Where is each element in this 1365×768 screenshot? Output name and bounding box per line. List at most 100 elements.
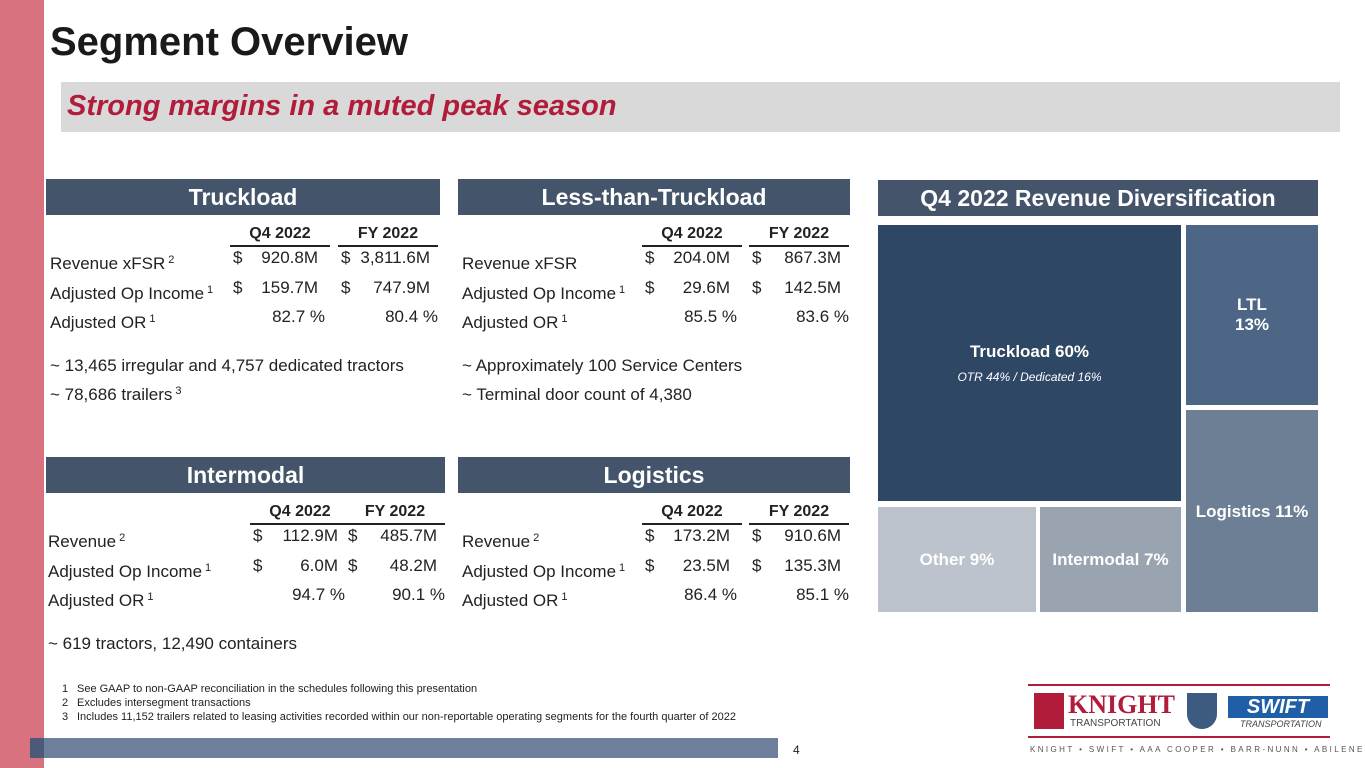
tile-sublabel: 13% [1234, 315, 1270, 334]
currency: $ [645, 556, 655, 575]
ratio: 82.7 % [272, 307, 325, 326]
amount: 867.3M [784, 248, 841, 267]
treemap-tile: Intermodal 7% [1040, 507, 1181, 612]
footnote-ref: 1 [561, 313, 568, 325]
subtitle: Strong margins in a muted peak season [67, 90, 617, 122]
bullet: ~ 13,465 irregular and 4,757 dedicated t… [50, 356, 404, 376]
bullet-text: ~ Terminal door count of 4,380 [462, 385, 692, 404]
footer-bar [30, 738, 778, 758]
footnote-ref: 1 [205, 562, 212, 574]
logo-rule [1028, 684, 1330, 686]
ratio: 94.7 % [292, 585, 345, 604]
column-header: Q4 2022 [230, 225, 330, 247]
logo-tagline: KNIGHT • SWIFT • AAA COOPER • BARR-NUNN … [1030, 745, 1365, 754]
currency: $ [752, 278, 762, 297]
segment-header: Truckload [46, 179, 440, 215]
ratio: 80.4 % [385, 307, 438, 326]
treemap-tile: Logistics 11% [1186, 410, 1318, 612]
page-number: 4 [793, 743, 800, 757]
column-header: Q4 2022 [642, 225, 742, 247]
row-label: Revenue 2 [48, 532, 125, 552]
bullet-text: ~ Approximately 100 Service Centers [462, 356, 743, 375]
bullet-text: ~ 78,686 trailers [50, 385, 173, 404]
currency: $ [752, 526, 762, 545]
footnote-ref: 1 [149, 313, 156, 325]
currency: $ [253, 526, 263, 545]
row-label-text: Adjusted OR [462, 591, 559, 610]
tile-label: Truckload 60% [969, 342, 1090, 361]
segment-header: Less-than-Truckload [458, 179, 850, 215]
footnote-number: 3 [62, 711, 69, 723]
row-label: Adjusted OR 1 [50, 313, 156, 333]
segment-header: Logistics [458, 457, 850, 493]
footer-bar-accent [30, 738, 44, 758]
treemap-tile: Other 9% [878, 507, 1036, 612]
amount: 204.0M [673, 248, 730, 267]
footnote-ref: 1 [619, 284, 626, 296]
footnote-ref: 2 [168, 254, 175, 266]
footnote-ref: 3 [175, 385, 182, 397]
treemap-tile: Truckload 60% OTR 44% / Dedicated 16% [878, 225, 1181, 501]
slide-title: Segment Overview [50, 20, 408, 64]
footnote-ref: 2 [533, 532, 540, 544]
amount: 112.9M [282, 526, 338, 545]
ratio: 86.4 % [684, 585, 737, 604]
currency: $ [752, 556, 762, 575]
amount: 485.7M [380, 526, 437, 545]
row-label-text: Revenue [462, 532, 531, 551]
logo-knight: KNIGHT [1068, 690, 1175, 719]
segment-header: Intermodal [46, 457, 445, 493]
tile-label: Other 9% [919, 549, 995, 569]
column-header: FY 2022 [345, 503, 445, 525]
row-label: Adjusted Op Income 1 [462, 562, 625, 582]
row-label-text: Revenue xFSR [462, 254, 578, 273]
row-label-text: Adjusted Op Income [462, 284, 617, 303]
bullet-text: ~ 619 tractors, 12,490 containers [48, 634, 298, 653]
currency: $ [752, 248, 762, 267]
subtitle-bar: Strong margins in a muted peak season [61, 82, 1340, 132]
logo-swift-sub: TRANSPORTATION [1240, 719, 1322, 729]
side-bar [0, 0, 44, 768]
currency: $ [348, 556, 358, 575]
row-label-text: Adjusted Op Income [48, 562, 203, 581]
currency: $ [645, 278, 655, 297]
row-label: Adjusted Op Income 1 [50, 284, 213, 304]
tile-sublabel: OTR 44% / Dedicated 16% [957, 370, 1102, 384]
ratio: 85.5 % [684, 307, 737, 326]
currency: $ [341, 278, 351, 297]
logo-rule [1028, 736, 1330, 738]
logo-swift: SWIFT [1228, 696, 1328, 718]
footnote-ref: 1 [561, 591, 568, 603]
row-label: Adjusted OR 1 [48, 591, 154, 611]
row-label: Revenue xFSR 2 [50, 254, 174, 274]
currency: $ [341, 248, 351, 267]
amount: 142.5M [784, 278, 841, 297]
amount: 48.2M [389, 556, 437, 575]
bullet: ~ 78,686 trailers 3 [50, 385, 182, 405]
footnote-ref: 1 [147, 591, 154, 603]
row-label-text: Adjusted Op Income [462, 562, 617, 581]
amount: 159.7M [261, 278, 318, 297]
ratio: 90.1 % [392, 585, 445, 604]
bullet: ~ 619 tractors, 12,490 containers [48, 634, 297, 654]
amount: 747.9M [373, 278, 430, 297]
currency: $ [645, 526, 655, 545]
treemap-tile: LTL 13% [1186, 225, 1318, 405]
row-label: Adjusted OR 1 [462, 591, 568, 611]
row-label: Revenue 2 [462, 532, 539, 552]
tile-label: Intermodal 7% [1052, 549, 1169, 569]
diversification-title: Q4 2022 Revenue Diversification [878, 180, 1318, 216]
knight-icon [1034, 693, 1064, 729]
amount: 6.0M [300, 556, 338, 575]
footnote-ref: 1 [207, 284, 214, 296]
amount: 29.6M [682, 278, 730, 297]
currency: $ [233, 248, 243, 267]
footnote-text: See GAAP to non-GAAP reconciliation in t… [77, 683, 478, 695]
swift-icon [1187, 693, 1217, 729]
amount: 23.5M [682, 556, 730, 575]
footnote-text: Excludes intersegment transactions [77, 697, 251, 709]
amount: 3,811.6M [360, 248, 430, 267]
row-label-text: Adjusted OR [48, 591, 145, 610]
currency: $ [645, 248, 655, 267]
